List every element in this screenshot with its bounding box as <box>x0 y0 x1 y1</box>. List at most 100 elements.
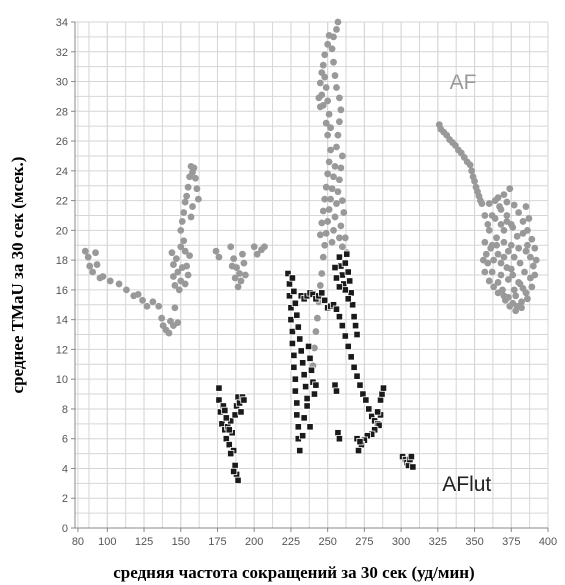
data-point <box>362 396 370 404</box>
data-point <box>315 94 323 102</box>
data-point <box>331 162 339 170</box>
data-point <box>496 203 503 210</box>
data-point <box>181 280 189 288</box>
data-point <box>303 394 311 403</box>
y-tick-label: 10 <box>56 374 68 386</box>
data-point <box>324 97 332 105</box>
y-tick-label: 14 <box>56 315 68 327</box>
data-point <box>333 84 340 91</box>
y-tick-label: 32 <box>56 47 68 59</box>
data-point <box>376 396 385 404</box>
y-tick-label: 22 <box>56 196 68 208</box>
data-point <box>300 414 308 422</box>
data-point <box>334 429 342 437</box>
data-point <box>337 222 345 230</box>
y-tick-label: 28 <box>56 106 68 118</box>
data-point <box>81 247 89 255</box>
data-point <box>528 283 536 291</box>
tick-labels: 80 100 125 150 175 200 225 250 275 300 325 350 375 40… <box>56 17 557 548</box>
data-point <box>230 255 238 263</box>
data-point <box>526 253 534 261</box>
data-point <box>335 435 344 443</box>
data-point <box>306 423 314 431</box>
data-point <box>478 200 486 207</box>
data-point <box>287 316 295 324</box>
data-point <box>466 161 474 169</box>
data-point <box>149 298 157 306</box>
data-point <box>485 226 493 234</box>
data-point <box>174 319 182 327</box>
data-point <box>92 249 99 257</box>
data-point <box>330 226 337 234</box>
data-point <box>344 342 352 351</box>
data-point <box>490 256 498 264</box>
data-point <box>356 438 364 446</box>
data-point <box>504 276 512 283</box>
data-point <box>194 195 202 203</box>
data-point <box>312 381 320 389</box>
data-point <box>318 69 326 76</box>
data-point <box>189 203 196 210</box>
data-point <box>481 238 489 246</box>
data-point <box>341 332 349 340</box>
data-point <box>516 259 524 267</box>
data-point <box>334 18 342 26</box>
data-point <box>512 307 520 315</box>
data-point <box>334 131 342 139</box>
data-point <box>177 243 185 251</box>
x-axis-title: средняя частота сокращений за 30 сек (уд… <box>113 563 474 582</box>
data-point <box>338 243 346 251</box>
data-point <box>170 273 177 280</box>
data-point <box>343 250 351 258</box>
data-point <box>231 274 239 282</box>
data-point <box>518 304 525 312</box>
annotation-aflut: AFlut <box>442 473 491 496</box>
data-point <box>178 218 186 225</box>
data-point <box>328 185 336 193</box>
data-point <box>503 198 511 206</box>
data-point <box>503 212 511 219</box>
data-point <box>468 167 476 175</box>
data-point <box>240 259 248 267</box>
data-point <box>93 261 101 268</box>
data-point <box>221 406 229 415</box>
data-point <box>316 103 324 111</box>
data-point <box>170 261 177 268</box>
data-point <box>487 244 495 252</box>
data-point <box>529 262 537 270</box>
data-point <box>158 314 166 322</box>
data-point <box>374 408 382 416</box>
data-point <box>307 366 316 374</box>
data-point <box>318 270 326 277</box>
data-point <box>321 241 329 249</box>
data-point <box>225 426 233 434</box>
data-point <box>356 381 364 389</box>
data-point <box>172 255 180 263</box>
data-point <box>471 177 478 185</box>
data-point <box>296 335 304 343</box>
data-point <box>318 289 326 297</box>
data-point <box>500 238 508 246</box>
data-point <box>336 234 343 242</box>
x-tick-label: 175 <box>208 536 226 548</box>
data-point <box>288 339 297 348</box>
y-axis-title: среднее TMaU за 30 сек (мсек.) <box>8 157 27 394</box>
data-point <box>86 262 94 270</box>
data-point <box>171 304 179 312</box>
data-point <box>290 287 298 295</box>
data-point <box>139 296 146 304</box>
data-point <box>336 94 343 102</box>
data-point <box>335 283 344 291</box>
data-point <box>532 256 540 264</box>
data-point <box>294 423 302 431</box>
grid <box>75 21 549 529</box>
data-point <box>515 244 523 252</box>
data-point <box>340 209 348 216</box>
data-point <box>325 110 333 118</box>
data-point <box>330 58 337 66</box>
data-point <box>215 384 223 392</box>
data-point <box>522 247 530 255</box>
data-point <box>324 40 332 48</box>
data-point <box>344 268 352 276</box>
data-point <box>338 152 346 160</box>
